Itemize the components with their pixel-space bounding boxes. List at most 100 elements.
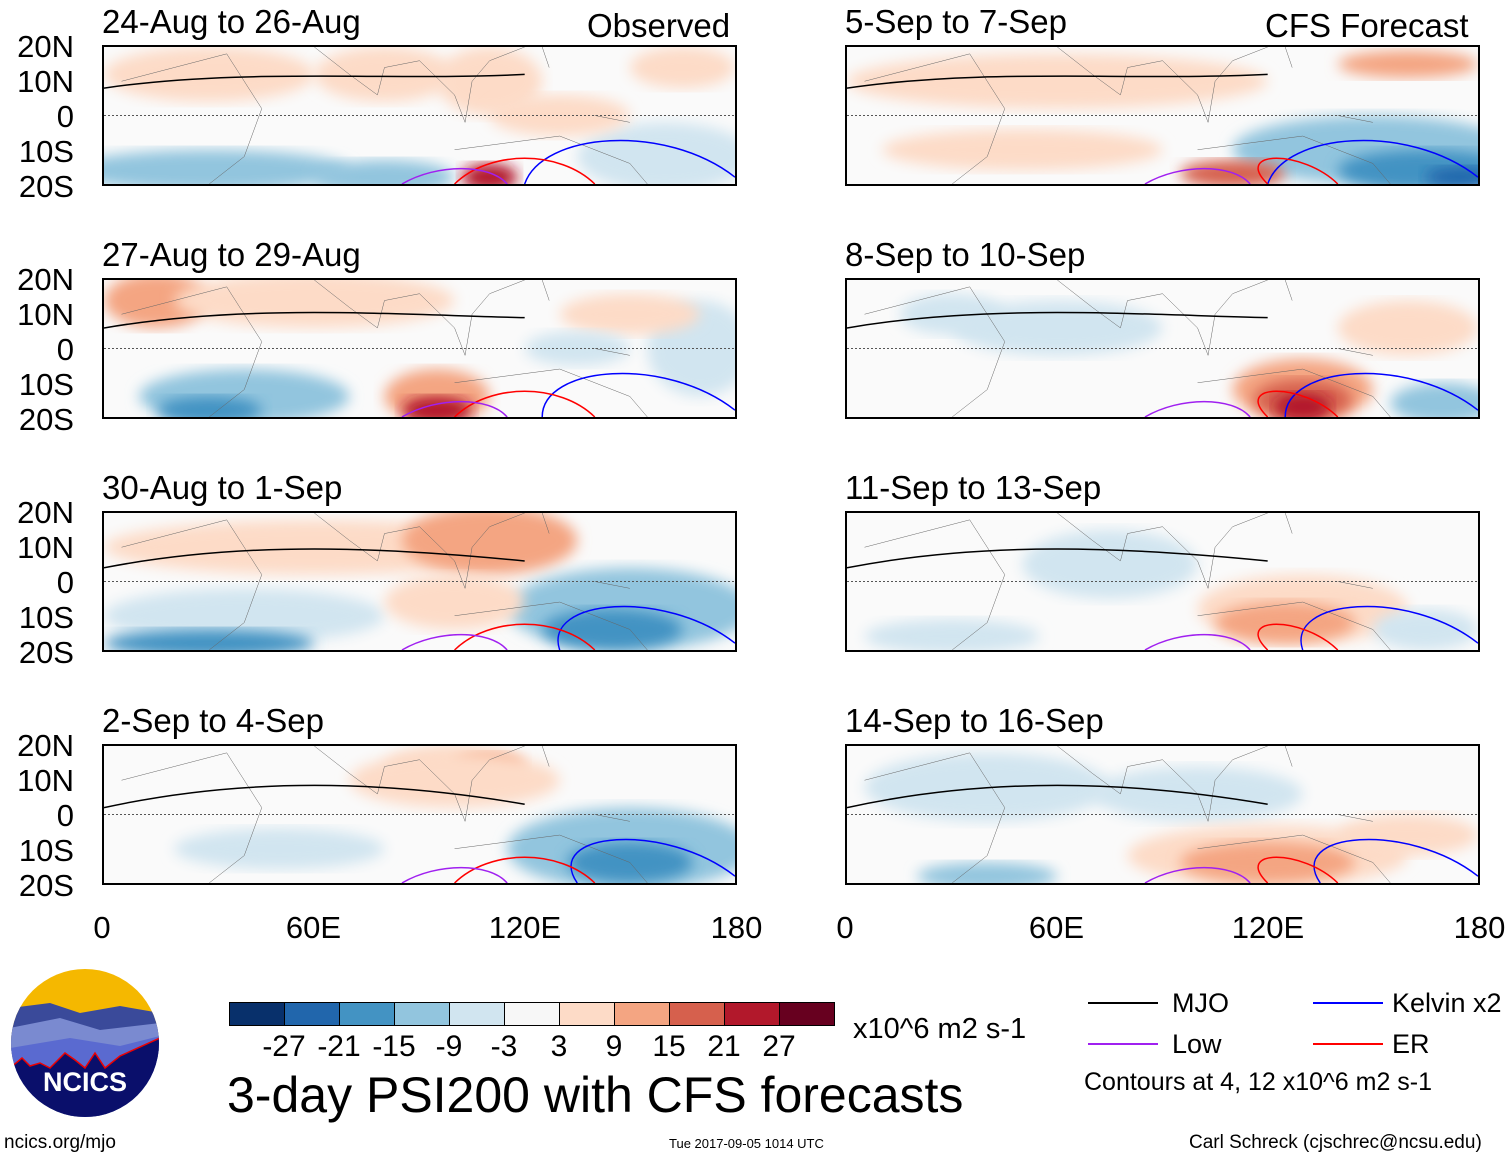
colorbar-tick: 27 xyxy=(762,1030,796,1063)
anomaly-shading xyxy=(437,47,543,116)
contour-line xyxy=(455,158,595,184)
colorbar-tick: 15 xyxy=(652,1030,686,1063)
contour-line xyxy=(402,169,507,184)
legend-low-line xyxy=(1088,1043,1158,1045)
lat-label: 10N xyxy=(17,297,74,332)
panel-title: 27-Aug to 29-Aug xyxy=(102,236,361,273)
contour-line xyxy=(1285,374,1478,417)
forecast-map-panel xyxy=(845,45,1480,186)
anomaly-shading xyxy=(847,53,1268,109)
forecast-map-panel xyxy=(845,744,1480,885)
contour-line xyxy=(558,607,735,650)
coastline xyxy=(122,47,648,184)
contour-line xyxy=(847,785,1268,807)
anomaly-shading xyxy=(156,396,262,417)
legend-er: ER xyxy=(1392,1029,1430,1059)
contour-line xyxy=(847,549,1268,568)
contour-line xyxy=(104,549,525,568)
legend-er-line xyxy=(1313,1043,1383,1045)
contour-line xyxy=(104,313,525,328)
legend-kelvin: Kelvin x2 xyxy=(1392,988,1502,1018)
lon-label: 0 xyxy=(93,910,111,945)
contour-line xyxy=(402,635,507,650)
anomaly-shading xyxy=(104,588,385,644)
anomaly-shading xyxy=(917,862,1058,883)
anomaly-shading xyxy=(542,608,683,650)
lat-label: 20N xyxy=(17,728,74,763)
colorbar-swatch xyxy=(340,1003,395,1025)
colorbar-swatch xyxy=(230,1003,285,1025)
lon-label: 60E xyxy=(285,910,342,945)
svg-text:NCICS: NCICS xyxy=(43,1067,127,1097)
contour-line xyxy=(1258,624,1338,650)
contour-line xyxy=(1258,158,1338,184)
observed-map-panel xyxy=(102,744,737,885)
colorbar-swatch xyxy=(725,1003,780,1025)
lat-label: 20N xyxy=(17,495,74,530)
lat-label: 20S xyxy=(18,402,74,437)
colorbar-swatch xyxy=(670,1003,725,1025)
ncics-logo: NCICS xyxy=(11,969,159,1117)
anomaly-shading xyxy=(461,163,518,184)
anomaly-shading xyxy=(1180,841,1356,883)
colorbar-swatch xyxy=(780,1003,834,1025)
coastline xyxy=(865,47,1391,184)
colorbar-tick: 3 xyxy=(550,1030,568,1063)
panel-title: 30-Aug to 1-Sep xyxy=(102,469,343,506)
forecast-map-panel xyxy=(845,278,1480,419)
colorbar-tick: -9 xyxy=(435,1030,463,1063)
lon-label: 60E xyxy=(1028,910,1085,945)
observed-map-panel xyxy=(102,45,737,186)
anomaly-shading xyxy=(1337,300,1478,356)
panel-title: 11-Sep to 13-Sep xyxy=(845,469,1102,506)
colorbar-swatch xyxy=(285,1003,340,1025)
footer-author: Carl Schreck (cjschrec@ncsu.edu) xyxy=(1189,1132,1482,1153)
anomaly-shading xyxy=(174,280,455,328)
colorbar-tick: -3 xyxy=(490,1030,518,1063)
forecast-map-panel xyxy=(845,511,1480,652)
anomaly-shading xyxy=(899,293,1005,335)
colorbar-swatch xyxy=(395,1003,450,1025)
contour-line xyxy=(542,374,735,417)
colorbar-swatch xyxy=(450,1003,505,1025)
colorbar xyxy=(229,1002,835,1026)
observed-map-panel xyxy=(102,511,737,652)
lon-label: 120E xyxy=(488,910,562,945)
anomaly-shading xyxy=(1215,602,1356,644)
observed-map-panel xyxy=(102,278,737,419)
colorbar-tick: 9 xyxy=(605,1030,623,1063)
colorbar-tick: -27 xyxy=(262,1030,306,1063)
footer-timestamp: Tue 2017-09-05 1014 UTC xyxy=(669,1136,824,1151)
anomaly-shading xyxy=(384,574,525,630)
lat-label: 10S xyxy=(18,833,74,868)
colorbar-swatch xyxy=(615,1003,670,1025)
contour-line xyxy=(455,391,595,417)
legend-low: Low xyxy=(1172,1029,1222,1059)
contour-line xyxy=(1314,840,1478,883)
anomaly-shading xyxy=(629,47,735,89)
lat-label: 0 xyxy=(56,798,74,833)
contour-line xyxy=(1258,857,1338,883)
lat-label: 10S xyxy=(18,367,74,402)
contour-line xyxy=(847,74,1268,88)
lat-label: 10N xyxy=(17,64,74,99)
contour-line xyxy=(1145,169,1250,184)
anomaly-shading xyxy=(864,619,1040,650)
footer-url[interactable]: ncics.org/mjo xyxy=(4,1132,116,1153)
anomaly-shading xyxy=(1372,608,1478,650)
anomaly-shading xyxy=(882,129,1163,171)
contour-line xyxy=(104,74,525,88)
anomaly-shading xyxy=(104,629,315,650)
anomaly-shading xyxy=(1390,382,1478,417)
contour-note: Contours at 4, 12 x10^6 m2 s-1 xyxy=(1084,1068,1433,1096)
anomaly-shading xyxy=(489,94,630,137)
lat-label: 0 xyxy=(56,332,74,367)
lon-label: 120E xyxy=(1231,910,1305,945)
legend-mjo-line xyxy=(1088,1002,1158,1004)
coastline xyxy=(865,746,1391,883)
colorbar-swatch xyxy=(560,1003,615,1025)
contour-line xyxy=(1258,391,1338,417)
anomaly-shading xyxy=(401,513,578,575)
anomaly-shading xyxy=(1337,814,1478,856)
lon-label: 0 xyxy=(836,910,854,945)
